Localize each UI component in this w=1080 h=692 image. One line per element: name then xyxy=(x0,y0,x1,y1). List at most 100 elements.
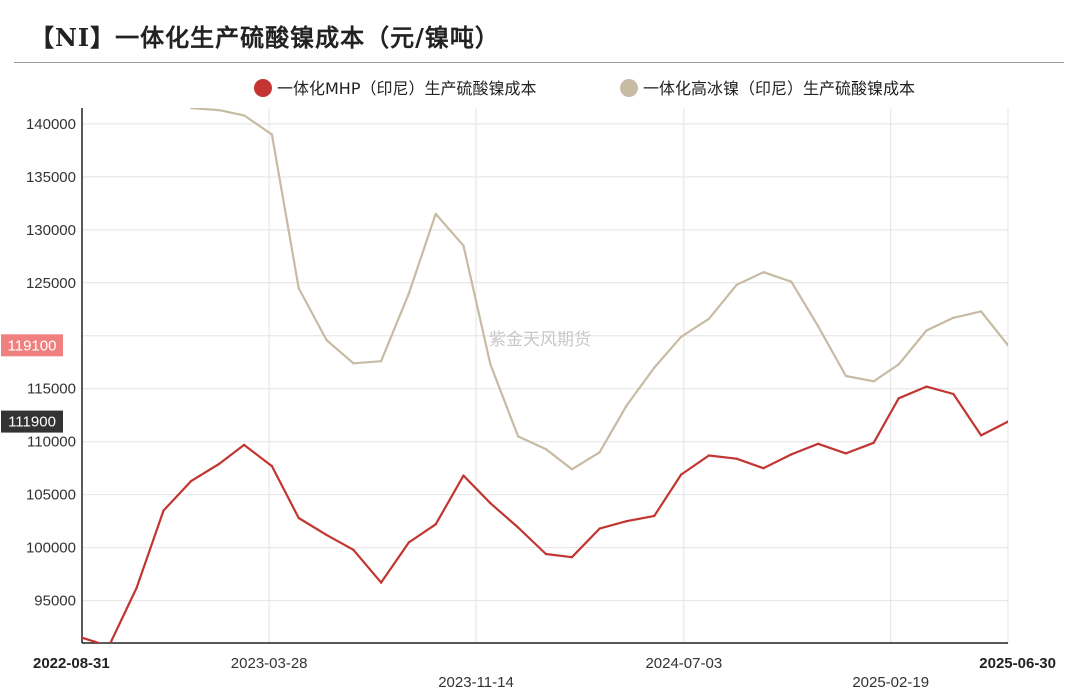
data-point xyxy=(790,280,793,283)
data-point xyxy=(844,452,848,455)
data-point xyxy=(270,133,274,136)
data-point xyxy=(762,271,765,274)
end-tag-bg xyxy=(1,410,63,433)
y-tick-label: 140000 xyxy=(26,116,76,133)
x-tick-label: 2025-06-30 xyxy=(979,655,1056,672)
y-tick-label: 130000 xyxy=(26,222,76,239)
data-point xyxy=(625,519,628,523)
data-point xyxy=(1006,420,1008,423)
series-line-2 xyxy=(191,108,1008,471)
legend-marker xyxy=(254,79,272,97)
data-point xyxy=(979,434,983,437)
data-point xyxy=(352,362,355,365)
data-point xyxy=(242,114,246,117)
data-point xyxy=(897,397,900,400)
data-point xyxy=(379,359,383,363)
data-point xyxy=(544,552,548,556)
y-tick-label: 135000 xyxy=(26,169,76,186)
data-point xyxy=(925,329,928,332)
data-point xyxy=(108,645,110,647)
end-value-tags: 111900 119100 xyxy=(1,334,63,433)
data-point xyxy=(952,392,955,396)
watermark: 紫金天风期货 xyxy=(489,330,591,350)
data-point xyxy=(352,548,355,551)
data-point xyxy=(625,404,628,407)
data-point xyxy=(598,527,601,530)
y-tick-label: 125000 xyxy=(26,275,76,292)
data-point xyxy=(544,447,548,451)
data-point xyxy=(82,636,84,639)
data-point xyxy=(570,468,574,471)
series-lines xyxy=(82,108,1008,647)
legend[interactable]: 一体化MHP（印尼）生产硫酸镍成本 一体化高冰镍（印尼）生产硫酸镍成本 xyxy=(254,79,915,98)
data-point xyxy=(379,581,383,584)
data-point xyxy=(462,244,465,247)
data-point xyxy=(135,586,138,590)
data-point xyxy=(407,292,411,295)
end-value-tag: 119100 xyxy=(8,337,57,354)
data-point xyxy=(844,374,848,378)
data-point xyxy=(872,380,875,383)
data-point xyxy=(434,212,437,216)
data-point xyxy=(190,479,193,483)
data-point xyxy=(925,385,928,388)
data-point xyxy=(270,464,274,468)
data-point xyxy=(516,526,520,529)
data-point xyxy=(679,473,683,476)
data-point xyxy=(462,474,465,477)
chart-title: 【NI】一体化生产硫酸镍成本（元/镍吨） xyxy=(30,23,500,52)
data-point xyxy=(516,435,520,438)
x-tick-label: 2023-11-14 xyxy=(438,674,514,691)
legend-item-1[interactable]: 一体化MHP（印尼）生产硫酸镍成本 xyxy=(254,79,537,98)
legend-label: 一体化高冰镍（印尼）生产硫酸镍成本 xyxy=(643,79,915,98)
x-tick-label: 2022-08-31 xyxy=(33,655,110,672)
data-point xyxy=(872,441,875,444)
data-point xyxy=(297,286,300,290)
data-point xyxy=(653,514,656,518)
data-point xyxy=(762,466,765,470)
data-point xyxy=(679,335,683,339)
data-point xyxy=(407,541,411,544)
data-point xyxy=(489,501,492,505)
x-tick-label: 2024-07-03 xyxy=(645,655,722,672)
data-point xyxy=(790,453,793,456)
grid-lines xyxy=(81,108,1009,643)
data-point xyxy=(1006,344,1008,347)
data-point xyxy=(434,523,437,526)
end-value-tag: 111900 xyxy=(8,414,56,431)
data-point xyxy=(325,533,328,537)
title-divider xyxy=(14,62,1064,63)
data-point xyxy=(735,283,738,287)
data-point xyxy=(217,462,221,466)
data-point xyxy=(242,443,246,447)
data-point xyxy=(979,310,983,313)
legend-marker xyxy=(620,79,638,97)
data-point xyxy=(190,108,193,110)
legend-item-2[interactable]: 一体化高冰镍（印尼）生产硫酸镍成本 xyxy=(620,79,915,98)
x-tick-label: 2025-02-19 xyxy=(852,674,929,691)
y-tick-label: 115000 xyxy=(27,381,76,398)
data-point xyxy=(653,366,656,369)
axes xyxy=(81,108,1008,644)
data-point xyxy=(325,338,328,342)
x-tick-labels: 2022-08-31 2023-03-28 2023-11-14 2024-07-03… xyxy=(33,655,1056,691)
x-tick-label: 2023-03-28 xyxy=(231,655,308,672)
data-point xyxy=(570,555,574,559)
y-tick-label: 110000 xyxy=(27,434,76,451)
legend-label: 一体化MHP（印尼）生产硫酸镍成本 xyxy=(277,79,537,98)
series-line-1 xyxy=(82,385,1008,643)
data-point xyxy=(489,363,492,366)
data-point xyxy=(162,509,165,512)
y-tick-label: 105000 xyxy=(26,487,76,504)
data-point xyxy=(816,325,820,328)
data-point xyxy=(297,516,300,520)
y-tick-labels: 95000 100000 105000 110000 115000 125000 13000… xyxy=(26,116,76,610)
data-point xyxy=(598,451,601,454)
y-tick-label: 100000 xyxy=(26,540,76,557)
data-point xyxy=(897,363,900,366)
data-point xyxy=(735,457,738,460)
data-point xyxy=(217,108,221,112)
data-point xyxy=(816,442,820,446)
data-point xyxy=(707,454,711,457)
